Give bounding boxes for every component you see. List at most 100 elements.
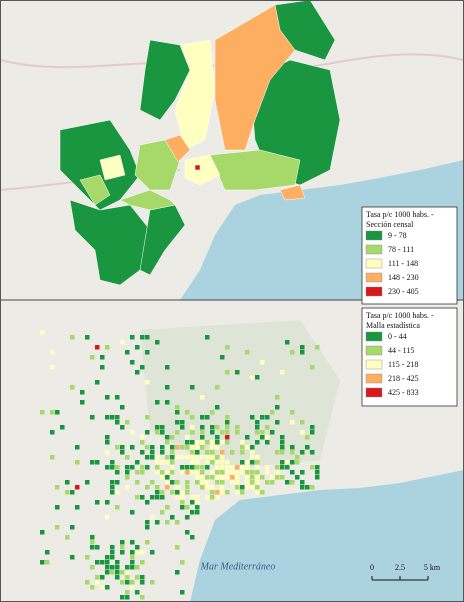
legend-label: 0 - 44 [388, 332, 407, 341]
grid-cell [210, 490, 215, 495]
grid-cell [115, 505, 120, 510]
grid-cell [130, 555, 135, 560]
grid-cell [220, 430, 225, 435]
grid-cell [100, 585, 105, 590]
grid-cell [110, 415, 115, 420]
grid-cell [205, 475, 210, 480]
grid-cell [215, 480, 220, 485]
grid-cell [280, 435, 285, 440]
grid-cell [155, 460, 160, 465]
grid-cell [255, 425, 260, 430]
grid-cell [280, 440, 285, 445]
grid-cell [165, 470, 170, 475]
legend-title: Sección censal [366, 220, 414, 229]
grid-cell [125, 595, 130, 600]
grid-cell [145, 465, 150, 470]
sea [190, 470, 464, 602]
grid-cell [225, 420, 230, 425]
district [69, 199, 151, 286]
grid-cell [180, 490, 185, 495]
grid-cell [120, 550, 125, 555]
grid-cell [205, 440, 210, 445]
grid-cell [225, 440, 230, 445]
grid-cell [60, 425, 65, 430]
grid-cell [255, 490, 260, 495]
grid-cell [160, 445, 165, 450]
grid-cell [170, 455, 175, 460]
grid-cell [105, 440, 110, 445]
grid-cell [220, 465, 225, 470]
grid-cell [240, 465, 245, 470]
grid-cell [200, 470, 205, 475]
grid-cell [155, 470, 160, 475]
grid-cell [255, 455, 260, 460]
grid-cell [130, 430, 135, 435]
grid-cell [200, 440, 205, 445]
grid-cell [190, 415, 195, 420]
grid-cell [85, 555, 90, 560]
grid-cell [150, 550, 155, 555]
grid-cell [175, 480, 180, 485]
grid-cell [175, 405, 180, 410]
grid-cell [170, 480, 175, 485]
grid-cell [155, 400, 160, 405]
grid-cell [195, 510, 200, 515]
grid-cell [165, 365, 170, 370]
grid-cell [140, 450, 145, 455]
legend-swatch [365, 359, 383, 370]
scale-label: 5 km [424, 563, 441, 572]
district [194, 164, 201, 171]
grid-cell [95, 580, 100, 585]
grid-cell [205, 485, 210, 490]
grid-cell [40, 560, 45, 565]
legend-swatch [365, 345, 383, 356]
district [174, 39, 216, 151]
grid-cell [215, 440, 220, 445]
grid-cell [190, 445, 195, 450]
grid-cell [170, 465, 175, 470]
grid-cell [140, 595, 145, 600]
grid-cell [105, 500, 110, 505]
scale-bar: 0 2.5 5 km [370, 563, 441, 581]
grid-cell [185, 435, 190, 440]
grid-cell [235, 485, 240, 490]
grid-cell [265, 480, 270, 485]
grid-cell [110, 555, 115, 560]
grid-cell [110, 565, 115, 570]
grid-cell [245, 485, 250, 490]
grid-cell [235, 480, 240, 485]
grid-cell [170, 515, 175, 520]
grid-cell [270, 480, 275, 485]
grid-cell [300, 485, 305, 490]
grid-cell [250, 480, 255, 485]
grid-cell [250, 460, 255, 465]
grid-cell [245, 350, 250, 355]
grid-cell [155, 490, 160, 495]
grid-cell [285, 460, 290, 465]
grid-cell [185, 505, 190, 510]
grid-cell [280, 445, 285, 450]
grid-cell [90, 565, 95, 570]
legend-label: 230 - 405 [388, 287, 419, 296]
grid-cell [195, 500, 200, 505]
legend-label: 425 - 833 [388, 388, 419, 397]
legend-label: 148 - 230 [388, 273, 419, 282]
grid-cell [135, 480, 140, 485]
grid-cell [210, 485, 215, 490]
grid-cell [135, 550, 140, 555]
grid-cell [255, 420, 260, 425]
grid-cell [155, 495, 160, 500]
grid-cell [255, 375, 260, 380]
grid-cell [215, 435, 220, 440]
grid-cell [205, 415, 210, 420]
grid-cell [125, 470, 130, 475]
grid-cell [185, 440, 190, 445]
grid-cell [210, 455, 215, 460]
grid-cell [210, 425, 215, 430]
grid-cell [115, 490, 120, 495]
grid-cell [235, 430, 240, 435]
grid-cell [130, 550, 135, 555]
grid-cell [195, 505, 200, 510]
grid-cell [95, 345, 100, 350]
grid-cell [290, 445, 295, 450]
